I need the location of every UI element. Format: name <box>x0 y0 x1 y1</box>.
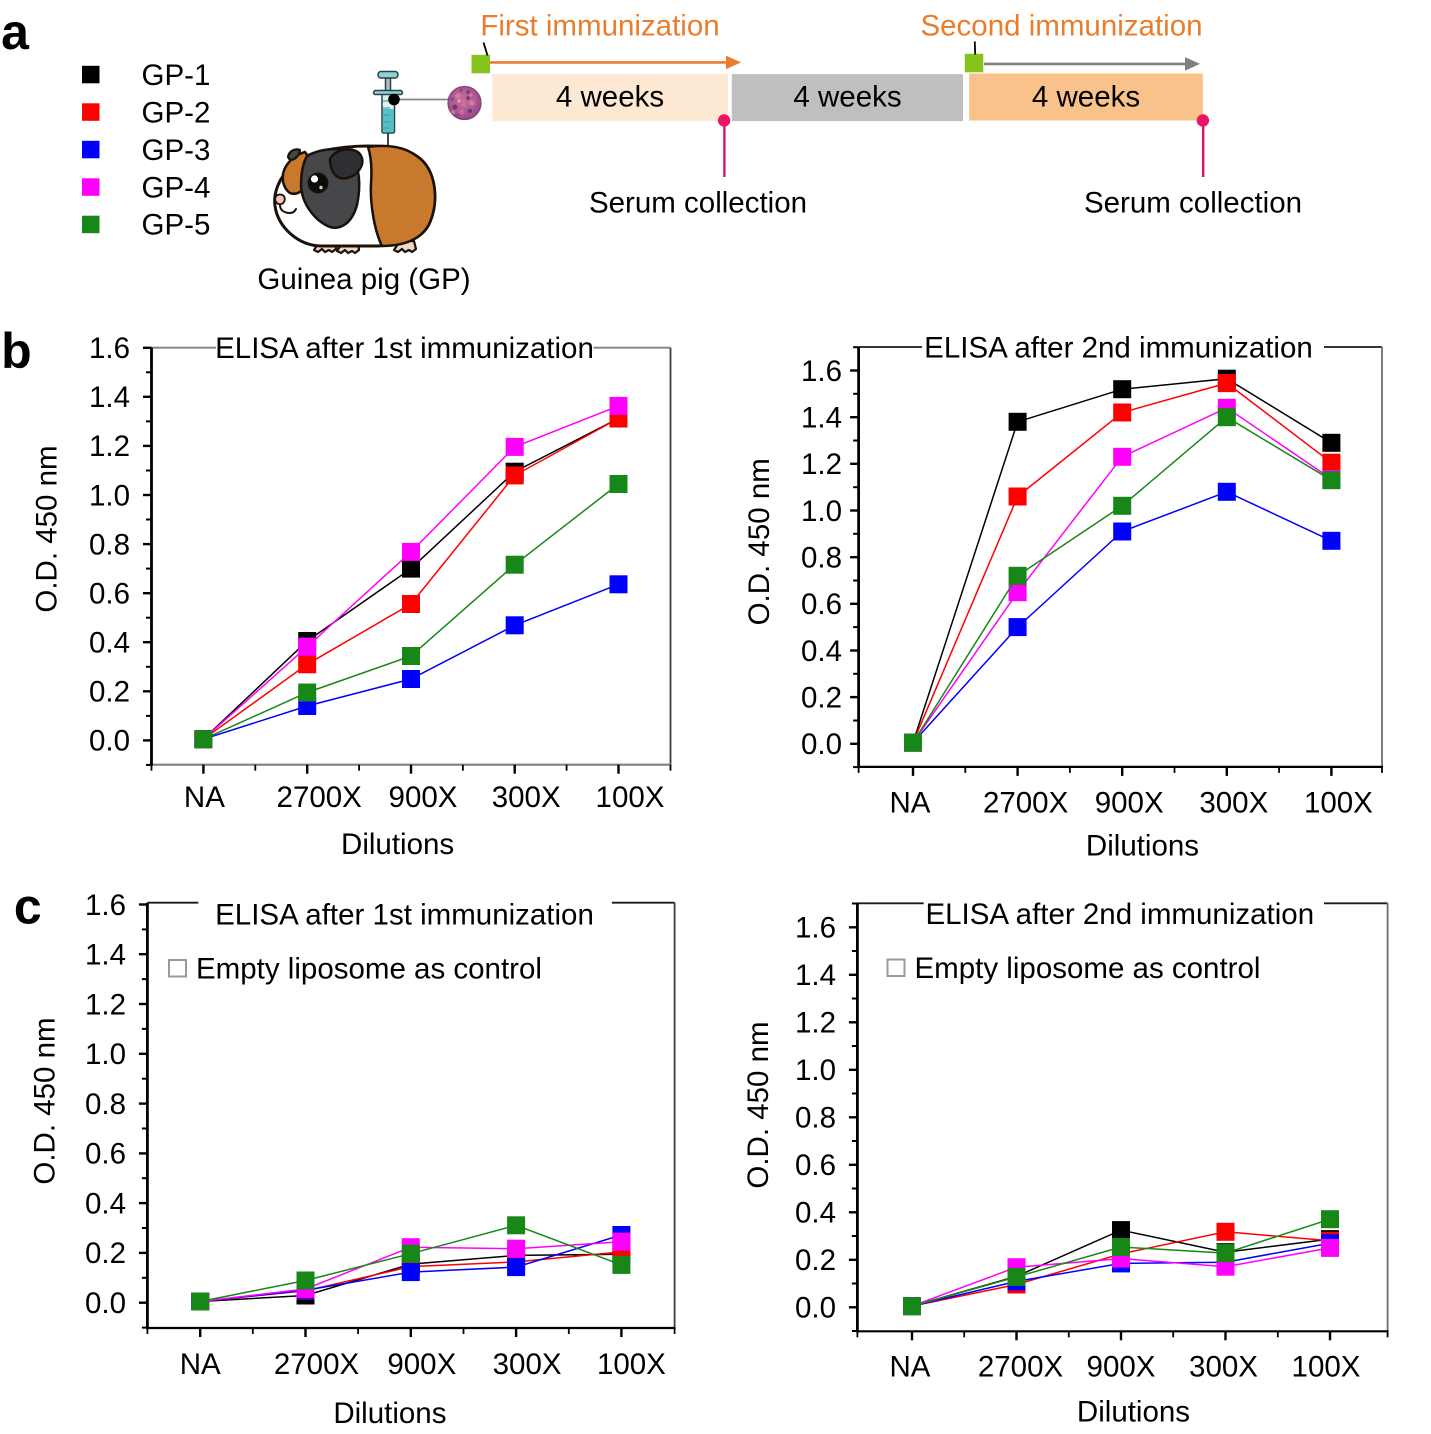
svg-text:ELISA after 2nd immunization: ELISA after 2nd immunization <box>924 331 1313 364</box>
svg-text:100X: 100X <box>1304 786 1373 819</box>
svg-text:4 weeks: 4 weeks <box>556 80 664 113</box>
svg-text:0.0: 0.0 <box>801 728 842 761</box>
svg-text:1.2: 1.2 <box>801 448 842 481</box>
svg-text:1.4: 1.4 <box>89 381 130 414</box>
svg-text:Second immunization: Second immunization <box>920 10 1202 43</box>
svg-text:O.D. 450 nm: O.D. 450 nm <box>30 445 63 612</box>
svg-text:2700X: 2700X <box>274 1348 360 1381</box>
svg-text:0.6: 0.6 <box>85 1138 126 1171</box>
svg-text:0.4: 0.4 <box>89 627 130 660</box>
svg-text:GP-2: GP-2 <box>142 96 211 129</box>
svg-text:0.4: 0.4 <box>85 1187 126 1220</box>
svg-text:0.2: 0.2 <box>801 681 842 714</box>
svg-text:0.6: 0.6 <box>89 578 130 611</box>
svg-text:Dilutions: Dilutions <box>333 1397 446 1430</box>
svg-text:1.6: 1.6 <box>801 355 842 388</box>
svg-text:2700X: 2700X <box>978 1350 1064 1383</box>
svg-text:1.4: 1.4 <box>795 959 836 992</box>
svg-text:Serum collection: Serum collection <box>589 187 807 220</box>
svg-text:NA: NA <box>180 1348 221 1381</box>
svg-text:GP-5: GP-5 <box>142 209 211 242</box>
svg-text:Empty liposome as control: Empty liposome as control <box>196 953 542 986</box>
svg-text:1.2: 1.2 <box>85 988 126 1021</box>
svg-text:0.4: 0.4 <box>795 1197 836 1230</box>
svg-text:300X: 300X <box>1189 1350 1258 1383</box>
svg-text:1.6: 1.6 <box>89 332 130 365</box>
svg-text:0.8: 0.8 <box>85 1088 126 1121</box>
svg-text:300X: 300X <box>493 1348 562 1381</box>
svg-text:b: b <box>1 323 32 379</box>
svg-text:ELISA after 1st immunization: ELISA after 1st immunization <box>215 898 594 931</box>
svg-text:100X: 100X <box>596 781 665 814</box>
svg-text:O.D. 450 nm: O.D. 450 nm <box>742 1021 775 1188</box>
svg-text:0.0: 0.0 <box>85 1287 126 1320</box>
svg-text:GP-4: GP-4 <box>142 171 211 204</box>
svg-text:Dilutions: Dilutions <box>1077 1395 1190 1428</box>
svg-text:0.0: 0.0 <box>89 725 130 758</box>
svg-text:GP-3: GP-3 <box>142 134 211 167</box>
svg-text:ELISA after 2nd immunization: ELISA after 2nd immunization <box>925 898 1314 931</box>
svg-text:900X: 900X <box>1095 786 1164 819</box>
svg-text:0.6: 0.6 <box>801 588 842 621</box>
svg-text:0.2: 0.2 <box>89 676 130 709</box>
svg-text:0.8: 0.8 <box>795 1102 836 1135</box>
svg-text:1.2: 1.2 <box>89 430 130 463</box>
svg-text:NA: NA <box>890 786 931 819</box>
svg-text:0.2: 0.2 <box>795 1244 836 1277</box>
svg-text:NA: NA <box>184 781 225 814</box>
svg-text:0.8: 0.8 <box>801 542 842 575</box>
svg-text:Dilutions: Dilutions <box>1086 829 1199 862</box>
svg-text:Dilutions: Dilutions <box>341 828 454 861</box>
svg-text:2700X: 2700X <box>983 786 1069 819</box>
svg-text:GP-1: GP-1 <box>142 59 211 92</box>
svg-text:O.D. 450 nm: O.D. 450 nm <box>29 1017 62 1184</box>
svg-text:300X: 300X <box>492 781 561 814</box>
svg-text:Empty liposome as control: Empty liposome as control <box>915 952 1261 985</box>
svg-text:1.6: 1.6 <box>85 889 126 922</box>
svg-text:a: a <box>1 4 30 60</box>
svg-text:2700X: 2700X <box>277 781 363 814</box>
svg-text:1.4: 1.4 <box>801 402 842 435</box>
svg-text:300X: 300X <box>1199 786 1268 819</box>
svg-text:900X: 900X <box>389 781 458 814</box>
svg-text:900X: 900X <box>387 1348 456 1381</box>
svg-text:0.8: 0.8 <box>89 528 130 561</box>
svg-text:Guinea pig (GP): Guinea pig (GP) <box>257 263 470 296</box>
svg-text:c: c <box>14 879 42 935</box>
svg-text:1.6: 1.6 <box>795 912 836 945</box>
svg-text:1.0: 1.0 <box>795 1054 836 1087</box>
svg-text:4 weeks: 4 weeks <box>793 80 901 113</box>
svg-text:1.4: 1.4 <box>85 939 126 972</box>
svg-text:0.4: 0.4 <box>801 635 842 668</box>
svg-text:100X: 100X <box>1292 1350 1361 1383</box>
svg-text:0.6: 0.6 <box>795 1149 836 1182</box>
svg-text:Serum collection: Serum collection <box>1084 187 1302 220</box>
svg-text:1.2: 1.2 <box>795 1007 836 1040</box>
svg-text:0.0: 0.0 <box>795 1292 836 1325</box>
svg-text:1.0: 1.0 <box>89 479 130 512</box>
svg-text:First immunization: First immunization <box>480 10 719 43</box>
svg-text:NA: NA <box>890 1350 931 1383</box>
svg-text:900X: 900X <box>1087 1350 1156 1383</box>
svg-text:1.0: 1.0 <box>85 1038 126 1071</box>
svg-text:ELISA after 1st immunization: ELISA after 1st immunization <box>215 332 594 365</box>
svg-text:O.D. 450 nm: O.D. 450 nm <box>743 458 776 625</box>
svg-text:1.0: 1.0 <box>801 495 842 528</box>
svg-text:0.2: 0.2 <box>85 1237 126 1270</box>
svg-text:4 weeks: 4 weeks <box>1032 80 1140 113</box>
svg-text:100X: 100X <box>597 1348 666 1381</box>
